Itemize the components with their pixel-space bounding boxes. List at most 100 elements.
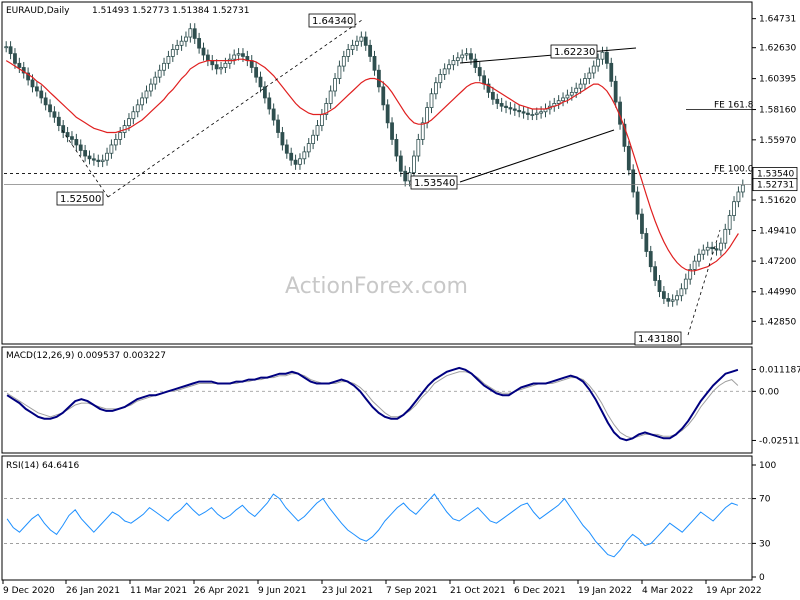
price-tick-label: 1.51620: [759, 196, 796, 206]
candle-body: [100, 159, 105, 162]
candle-body: [486, 83, 491, 93]
price-box-label: 1.53540: [757, 169, 794, 179]
candle-body: [17, 62, 22, 68]
candle-body: [205, 54, 210, 61]
annotation-box: [634, 331, 682, 346]
candle-body: [70, 136, 74, 140]
candle-body: [319, 114, 324, 126]
price-panel-frame: [1, 1, 753, 345]
candle-body: [324, 103, 329, 115]
candle-body: [78, 144, 83, 151]
candle-body: [359, 36, 364, 42]
candle-body: [271, 108, 276, 121]
candle-body: [118, 132, 123, 140]
fe-100-label: FE 100.0: [714, 164, 754, 174]
candle-body: [74, 139, 79, 146]
candle-body: [569, 91, 574, 96]
candle-body: [87, 155, 92, 160]
candle-body: [631, 169, 636, 193]
candle-body: [306, 143, 311, 153]
candle-body: [227, 58, 232, 64]
candle-body: [232, 54, 237, 60]
date-tick-label: 19 Apr 2022: [706, 586, 762, 596]
candle-body: [640, 213, 644, 234]
candle-body: [683, 278, 688, 290]
price-tick-label: 1.60395: [759, 75, 796, 85]
candle-body: [311, 134, 316, 144]
candle-body: [723, 228, 728, 244]
candle-body: [578, 83, 583, 89]
candle-body: [403, 170, 408, 182]
candle-body: [732, 201, 736, 216]
macd-signal-line: [6, 371, 739, 439]
candle-body: [657, 280, 662, 292]
candle-body: [490, 91, 495, 100]
candle-body: [622, 123, 627, 147]
candle-body: [293, 159, 298, 165]
candle-body: [267, 97, 272, 110]
date-tick-label: 26 Apr 2021: [194, 586, 250, 596]
candle-body: [346, 49, 351, 57]
candle-body: [653, 266, 658, 281]
candle-body: [381, 86, 386, 106]
candle-body: [508, 107, 513, 110]
candle-body: [613, 80, 618, 103]
candle-body: [8, 46, 13, 55]
date-tick-label: 9 Jun 2021: [258, 586, 306, 596]
annotation-label: 1.52500: [60, 194, 101, 205]
annotation-label: 1.64340: [312, 16, 353, 27]
candle-body: [675, 295, 679, 301]
candle-body: [701, 249, 706, 255]
price-tick-label: 1.55970: [759, 136, 796, 146]
candle-body: [390, 122, 394, 140]
candle-body: [539, 111, 544, 114]
candle-body: [363, 36, 368, 46]
candle-body: [298, 158, 302, 165]
candle-body: [447, 64, 451, 70]
candle-body: [48, 104, 52, 113]
candle-body: [289, 152, 294, 161]
candle-body: [13, 53, 17, 64]
candle-body: [587, 72, 592, 79]
candle-body: [219, 67, 223, 70]
candle-body: [433, 82, 438, 95]
candle-body: [482, 75, 487, 85]
date-tick-label: 9 Dec 2020: [3, 586, 55, 596]
candle-body: [39, 90, 44, 99]
candle-body: [670, 299, 675, 302]
rsi-tick-label: 100: [759, 461, 776, 471]
date-tick-label: 26 Jan 2021: [66, 586, 120, 596]
date-tick-label: 7 Sep 2021: [386, 586, 437, 596]
candle-body: [504, 105, 508, 109]
candle-body: [368, 44, 373, 57]
candle-body: [284, 144, 289, 154]
candle-body: [464, 53, 469, 56]
candle-body: [420, 122, 425, 140]
candle-body: [65, 132, 70, 138]
annotation-box: [308, 13, 356, 28]
macd-layer: 0.011187 0.00 -0.025118: [4, 365, 800, 446]
candle-body: [644, 233, 649, 252]
candle-body: [499, 103, 504, 107]
rsi-tick-label: 30: [759, 539, 771, 549]
candle-body: [214, 64, 219, 70]
date-tick-label: 4 Mar 2022: [642, 586, 693, 596]
candle-body: [416, 139, 421, 157]
candle-body: [477, 67, 482, 77]
fib-rebound-line: [687, 229, 721, 336]
candle-body: [34, 86, 39, 92]
ohlc-label: 1.51493 1.52773 1.51384 1.52731: [92, 6, 249, 16]
candle-body: [131, 111, 136, 120]
candle-body: [162, 62, 166, 71]
candle-body: [556, 100, 561, 104]
candle-body: [574, 87, 579, 93]
date-tick-label: 19 Jan 2022: [578, 586, 632, 596]
candle-body: [591, 65, 596, 74]
macd-label: MACD(12,26,9) 0.009537 0.003227: [6, 351, 166, 361]
candle-body: [679, 288, 684, 297]
candle-body: [521, 111, 526, 114]
candle-body: [596, 58, 601, 67]
annotation-label: 1.43180: [638, 334, 679, 345]
